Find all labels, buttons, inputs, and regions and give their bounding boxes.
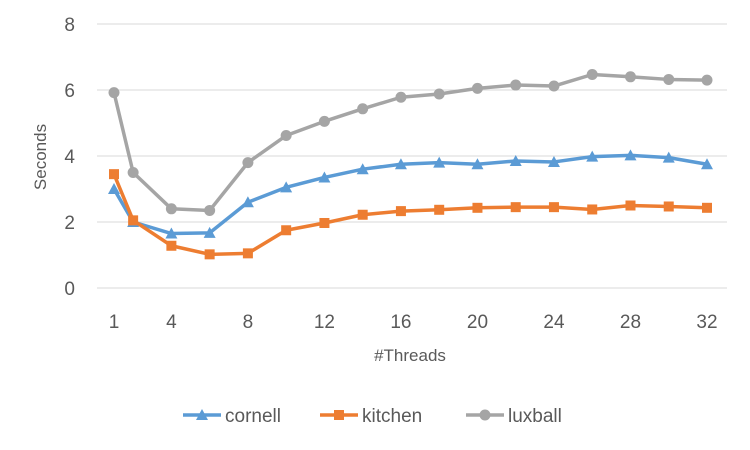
data-point-kitchen [510, 202, 521, 213]
data-point-luxball [204, 204, 216, 216]
data-point-kitchen [357, 209, 368, 220]
data-point-cornell [356, 163, 369, 175]
data-point-cornell [241, 196, 254, 208]
data-point-kitchen [128, 215, 139, 226]
legend: cornell kitchen luxball [183, 406, 562, 427]
data-point-luxball [242, 157, 254, 169]
data-point-kitchen [472, 202, 483, 213]
data-point-cornell [394, 158, 407, 170]
data-point-luxball [280, 130, 292, 142]
legend-label: cornell [225, 406, 281, 427]
data-point-luxball [108, 87, 120, 99]
x-axis-ticks: 1 4 8 12 16 20 24 28 32 [109, 312, 718, 333]
data-point-kitchen [319, 217, 330, 228]
data-point-luxball [548, 80, 560, 92]
legend-label: kitchen [362, 406, 422, 427]
x-tick-label: 16 [390, 312, 411, 333]
data-point-luxball [701, 74, 713, 86]
data-point-kitchen [663, 201, 674, 212]
y-tick-label: 2 [64, 213, 75, 234]
legend-swatch-marker [334, 410, 344, 420]
x-tick-label: 28 [620, 312, 641, 333]
x-tick-label: 12 [314, 312, 335, 333]
data-point-cornell [433, 156, 446, 168]
data-point-luxball [624, 71, 636, 83]
legend-item-kitchen: kitchen [320, 406, 422, 427]
data-point-luxball [510, 79, 522, 91]
series-kitchen [109, 169, 712, 260]
y-axis-title: Seconds [31, 124, 50, 190]
data-point-kitchen [242, 248, 253, 259]
gridlines [97, 23, 727, 289]
x-tick-label: 20 [467, 312, 488, 333]
data-point-cornell [318, 171, 331, 183]
legend-swatch-marker [196, 409, 208, 420]
data-point-cornell [586, 150, 599, 162]
series-cornell [108, 149, 713, 239]
legend-item-luxball: luxball [466, 406, 562, 427]
series-layer [108, 68, 713, 260]
data-point-luxball [586, 68, 598, 80]
data-point-kitchen [109, 169, 119, 180]
data-point-cornell [547, 155, 560, 167]
data-point-cornell [203, 226, 216, 238]
x-tick-label: 1 [109, 312, 120, 333]
data-point-cornell [280, 181, 293, 193]
x-tick-label: 8 [243, 312, 254, 333]
data-point-luxball [471, 82, 483, 94]
data-point-kitchen [548, 202, 559, 213]
data-point-cornell [471, 158, 484, 170]
data-point-kitchen [625, 200, 636, 211]
series-line-kitchen [112, 172, 709, 257]
data-point-cornell [108, 183, 120, 194]
y-tick-label: 8 [64, 15, 75, 36]
y-tick-label: 6 [64, 81, 75, 102]
y-tick-label: 0 [64, 279, 75, 300]
x-axis-title: #Threads [374, 346, 446, 365]
data-point-kitchen [281, 225, 292, 236]
legend-item-cornell: cornell [183, 406, 281, 427]
data-point-luxball [433, 88, 445, 100]
data-point-luxball [318, 115, 330, 127]
series-luxball [108, 68, 713, 216]
data-point-luxball [127, 167, 139, 178]
data-point-kitchen [204, 249, 215, 260]
legend-label: luxball [508, 406, 562, 427]
data-point-luxball [165, 203, 177, 215]
series-line-luxball [112, 72, 709, 213]
data-point-kitchen [395, 206, 406, 217]
data-point-cornell [509, 154, 522, 166]
data-point-luxball [357, 103, 369, 115]
data-point-kitchen [587, 204, 598, 215]
data-point-cornell [662, 151, 675, 163]
y-axis-ticks: 0 2 4 6 8 [64, 15, 75, 300]
x-tick-label: 4 [166, 312, 177, 333]
y-tick-label: 4 [64, 147, 75, 168]
x-tick-label: 24 [543, 312, 565, 333]
data-point-luxball [395, 91, 407, 103]
legend-swatch-marker [479, 409, 491, 421]
data-point-cornell [165, 227, 178, 239]
data-point-luxball [663, 73, 675, 85]
data-point-kitchen [166, 240, 177, 251]
x-tick-label: 32 [696, 312, 717, 333]
data-point-kitchen [702, 202, 712, 213]
data-point-cornell [624, 149, 637, 161]
data-point-kitchen [434, 204, 445, 215]
data-point-cornell [701, 158, 713, 170]
